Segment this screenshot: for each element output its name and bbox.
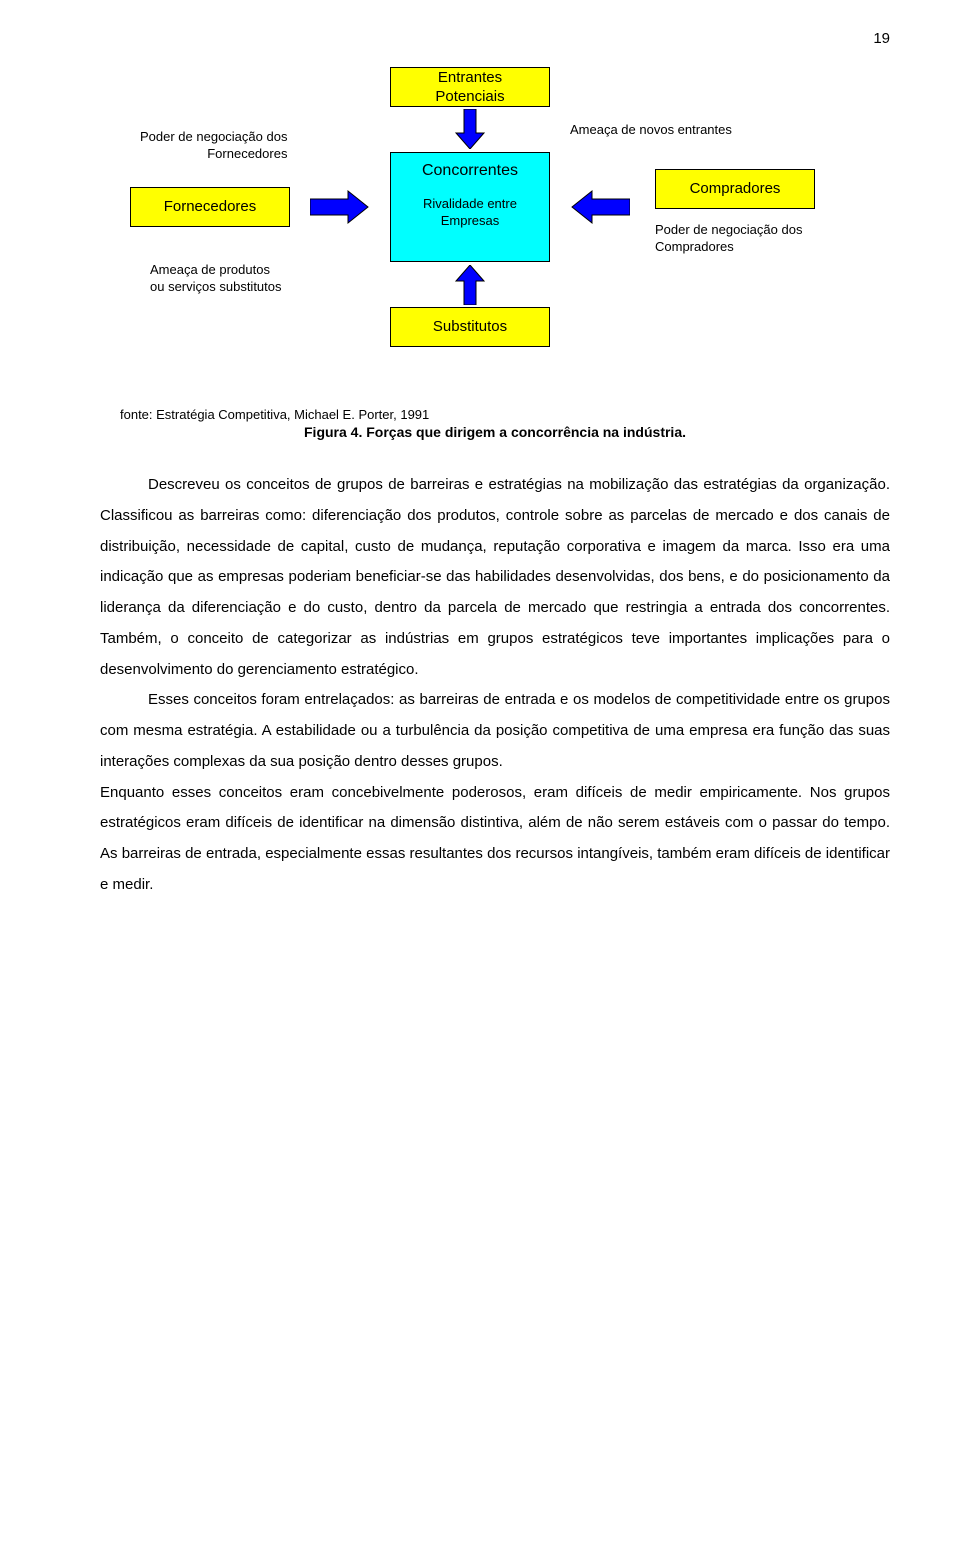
arrow-left-icon — [570, 189, 630, 225]
concorrentes-title: Concorrentes — [422, 161, 518, 182]
paragraph-2: Esses conceitos foram entrelaçados: as b… — [100, 685, 890, 777]
label-poder-forn-1: Poder de negociação dos — [140, 129, 287, 144]
porter-five-forces-diagram: Entrantes Potenciais Fornecedores Concor… — [100, 67, 880, 387]
body-text: Descreveu os conceitos de grupos de barr… — [100, 470, 890, 901]
arrow-right-icon — [310, 189, 370, 225]
concorrentes-sub2: Empresas — [441, 213, 500, 230]
box-substitutos: Substitutos — [390, 307, 550, 347]
label-ameaca-prod-2: ou serviços substitutos — [150, 279, 282, 294]
label-poder-forn-2: Fornecedores — [140, 146, 287, 163]
label-poder-fornecedores: Poder de negociação dos Fornecedores — [140, 129, 287, 163]
label-ameaca-prod-1: Ameaça de produtos — [150, 262, 270, 277]
label-ameaca-entrantes: Ameaça de novos entrantes — [570, 122, 732, 139]
arrow-up-icon — [450, 265, 490, 305]
substitutos-label: Substitutos — [433, 317, 507, 337]
entrantes-line1: Entrantes — [438, 68, 502, 88]
label-poder-comp-1: Poder de negociação dos — [655, 222, 802, 237]
page-number: 19 — [100, 30, 890, 47]
box-entrantes: Entrantes Potenciais — [390, 67, 550, 107]
box-fornecedores: Fornecedores — [130, 187, 290, 227]
paragraph-3: Enquanto esses conceitos eram concebivel… — [100, 778, 890, 901]
box-compradores: Compradores — [655, 169, 815, 209]
label-ameaca-produtos: Ameaça de produtos ou serviços substitut… — [150, 262, 282, 296]
fornecedores-label: Fornecedores — [164, 197, 257, 217]
arrow-down-icon — [450, 109, 490, 149]
label-poder-compradores: Poder de negociação dos Compradores — [655, 222, 802, 256]
paragraph-1: Descreveu os conceitos de grupos de barr… — [100, 470, 890, 685]
figure-caption: Figura 4. Forças que dirigem a concorrên… — [100, 424, 890, 440]
concorrentes-sub1: Rivalidade entre — [423, 196, 517, 213]
compradores-label: Compradores — [690, 179, 781, 199]
entrantes-line2: Potenciais — [435, 87, 504, 107]
citation-text: fonte: Estratégia Competitiva, Michael E… — [120, 407, 890, 422]
box-concorrentes: Concorrentes Rivalidade entre Empresas — [390, 152, 550, 262]
label-poder-comp-2: Compradores — [655, 239, 734, 254]
